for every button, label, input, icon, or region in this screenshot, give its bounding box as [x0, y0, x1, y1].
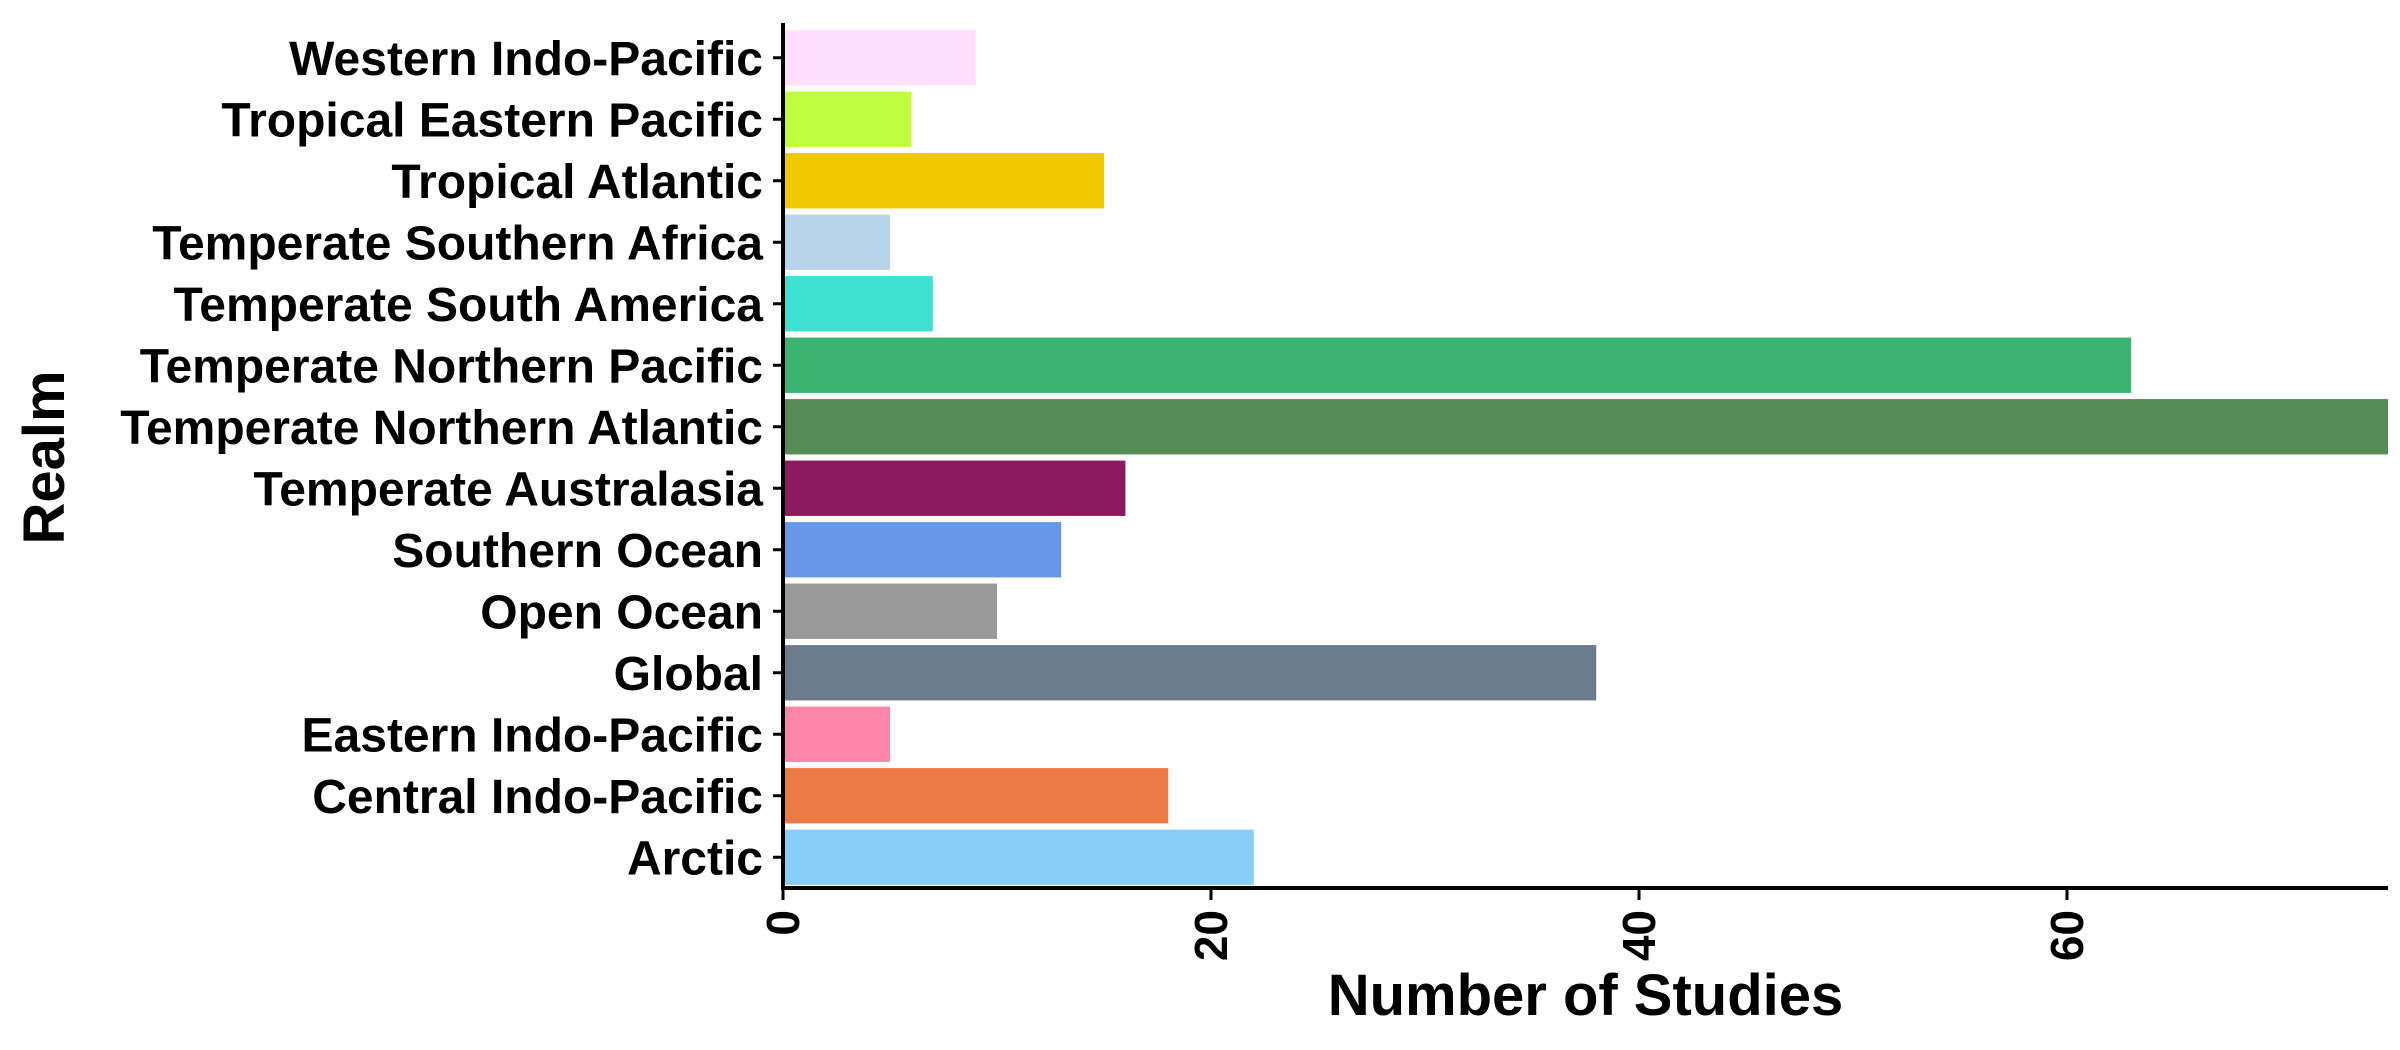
y-tick-labels: Arctic Central Indo-Pacific Eastern Indo-P…	[120, 33, 783, 885]
y-tick-label: Eastern Indo-Pacific	[302, 709, 763, 762]
bar	[783, 337, 2132, 393]
bars-group	[783, 30, 2388, 885]
y-axis-title: Realm	[12, 370, 77, 544]
y-tick-label: Arctic	[627, 832, 763, 885]
y-tick-label: Central Indo-Pacific	[312, 771, 763, 824]
bar	[783, 214, 890, 270]
y-tick-label: Western Indo-Pacific	[289, 33, 763, 86]
bar	[783, 91, 912, 147]
bar	[783, 276, 933, 332]
x-tick-label: 40	[1613, 910, 1665, 961]
bar	[783, 583, 997, 639]
bar	[783, 645, 1597, 701]
bar	[783, 829, 1254, 885]
bar	[783, 522, 1062, 578]
y-tick-label: Tropical Atlantic	[391, 156, 763, 209]
y-tick-label: Temperate Northern Pacific	[140, 340, 763, 393]
bar	[783, 399, 2388, 455]
bar	[783, 30, 976, 86]
x-tick-label: 60	[2041, 910, 2093, 961]
y-tick-label: Southern Ocean	[392, 525, 763, 578]
bar	[783, 768, 1169, 824]
y-tick-label: Temperate Australasia	[253, 463, 763, 516]
y-tick-label: Temperate Southern Africa	[152, 217, 763, 270]
y-tick-label: Temperate South America	[174, 279, 764, 332]
x-tick-label: 20	[1185, 910, 1237, 961]
x-ticks: 0 20 40 60	[757, 888, 2093, 961]
bar	[783, 706, 890, 762]
x-axis-title: Number of Studies	[1328, 963, 1844, 1028]
y-tick-label: Tropical Eastern Pacific	[221, 94, 763, 147]
bar	[783, 153, 1104, 209]
y-tick-label: Temperate Northern Atlantic	[120, 402, 763, 455]
x-tick-label: 0	[757, 910, 809, 936]
y-tick-label: Global	[614, 648, 763, 701]
y-tick-label: Open Ocean	[480, 586, 763, 639]
bar	[783, 460, 1126, 516]
